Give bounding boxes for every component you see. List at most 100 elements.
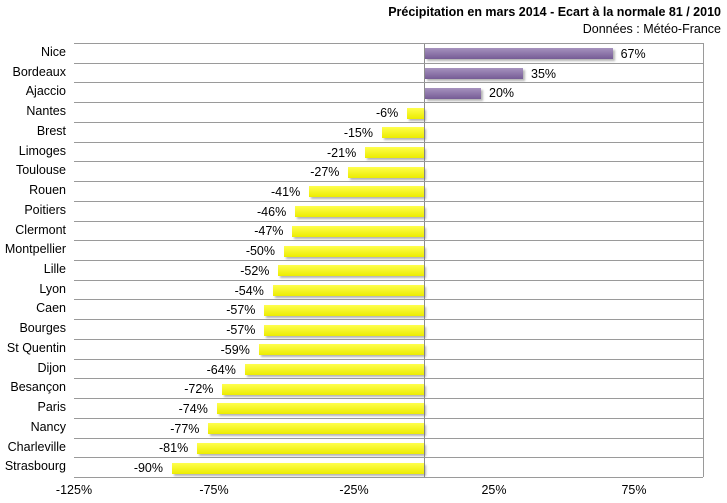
category-label: Poitiers — [24, 202, 66, 217]
data-bar-nancy — [208, 423, 424, 435]
chart-row — [74, 458, 703, 478]
data-label: -41% — [271, 184, 301, 199]
chart-row — [74, 320, 703, 340]
data-bar-clermont — [292, 225, 424, 237]
data-bar-brest — [382, 127, 424, 139]
category-label: Lyon — [39, 281, 66, 296]
data-bar-lille — [278, 265, 424, 277]
x-tick-label: 75% — [621, 483, 647, 497]
data-bar-caen — [264, 304, 424, 316]
data-label: -15% — [343, 125, 373, 140]
chart-row — [74, 44, 703, 64]
chart-row — [74, 340, 703, 360]
data-label: -21% — [327, 145, 357, 160]
data-bar-rouen — [309, 186, 424, 198]
category-label: Montpellier — [4, 242, 66, 257]
data-bar-dijon — [244, 364, 424, 375]
chart-header: Précipitation en mars 2014 - Ecart à la … — [388, 4, 721, 38]
data-label: -74% — [178, 401, 208, 416]
data-label: -77% — [170, 421, 200, 436]
data-label: -52% — [240, 263, 270, 278]
data-bar-lyon — [272, 285, 424, 297]
chart-subtitle: Données : Météo-France — [582, 22, 721, 36]
category-label: Limoges — [18, 143, 66, 158]
data-label: -6% — [375, 106, 399, 121]
category-label: Charleville — [7, 439, 66, 454]
data-label: -57% — [226, 303, 256, 318]
category-label: Besançon — [10, 380, 66, 395]
data-bar-paris — [216, 403, 424, 415]
category-label: Paris — [37, 400, 66, 415]
x-tick-label: -75% — [199, 483, 229, 497]
x-tick-label: -25% — [339, 483, 369, 497]
chart-row — [74, 281, 703, 301]
chart-row — [74, 103, 703, 123]
chart-row — [74, 439, 703, 459]
data-label: -57% — [226, 323, 256, 338]
data-bar-bordeaux — [425, 68, 523, 80]
chart-row — [74, 300, 703, 321]
category-label: Strasbourg — [4, 459, 66, 474]
chart-row — [74, 64, 703, 84]
data-bar-limoges — [365, 147, 424, 158]
category-label: Bordeaux — [12, 64, 66, 79]
data-bar-besançon — [222, 383, 424, 395]
data-bar-poitiers — [295, 206, 424, 218]
plot-area: 67% 35% 20% -6% -15% -21% -27% -41% -46% -47% -50%… — [74, 43, 704, 478]
data-label: -27% — [310, 165, 340, 180]
chart-row — [74, 241, 703, 261]
chart-row — [74, 379, 703, 400]
data-label: -90% — [133, 461, 163, 476]
data-label: -81% — [159, 441, 189, 456]
data-bar-nantes — [407, 107, 424, 119]
x-axis: -125% -75% -25% 25% 75% — [56, 482, 704, 500]
data-label: -47% — [254, 224, 284, 239]
data-label: -64% — [206, 362, 236, 377]
chart-row — [74, 261, 703, 281]
category-label: Rouen — [29, 183, 66, 198]
x-tick-label: -125% — [55, 483, 93, 497]
category-label: Clermont — [15, 222, 66, 237]
category-label: Brest — [36, 123, 66, 138]
chart-row — [74, 162, 703, 183]
chart-row — [74, 182, 703, 202]
chart-row — [74, 419, 703, 439]
chart-row — [74, 399, 703, 419]
data-bar-ajaccio — [425, 87, 481, 99]
chart-row — [74, 202, 703, 222]
category-label: Nice — [40, 45, 66, 59]
data-label: -59% — [220, 342, 250, 357]
category-label: Dijon — [37, 360, 67, 375]
data-bar-strasbourg — [172, 462, 424, 474]
chart-row — [74, 222, 703, 242]
data-bar-st-quentin — [258, 344, 424, 356]
chart-row — [74, 360, 703, 380]
data-label: -72% — [184, 382, 214, 397]
category-label: Ajaccio — [25, 84, 66, 99]
category-label: Caen — [36, 301, 66, 316]
data-label: 35% — [531, 66, 557, 81]
data-label: -50% — [245, 244, 275, 259]
category-label: Lille — [43, 262, 66, 276]
x-tick-label: 25% — [481, 483, 507, 497]
chart-row — [74, 123, 703, 143]
chart-title: Précipitation en mars 2014 - Ecart à la … — [388, 5, 721, 19]
category-label: Nancy — [30, 419, 66, 434]
chart-row — [74, 143, 703, 163]
chart-row — [74, 83, 703, 104]
category-label: Nantes — [26, 104, 66, 119]
data-bar-nice — [425, 48, 613, 60]
category-label: Toulouse — [15, 163, 66, 178]
category-axis-labels: Nice Bordeaux Ajaccio Nantes Brest Limoges Tou… — [0, 43, 66, 477]
category-label: St Quentin — [6, 340, 66, 355]
category-label: Bourges — [19, 321, 66, 336]
data-label: -46% — [257, 204, 287, 219]
data-bar-montpellier — [284, 245, 424, 257]
data-bar-toulouse — [348, 166, 424, 178]
data-label: -54% — [234, 283, 264, 298]
data-bar-bourges — [264, 324, 424, 336]
data-bar-charleville — [197, 442, 424, 454]
data-label: 67% — [620, 46, 646, 61]
data-label: 20% — [489, 86, 515, 101]
